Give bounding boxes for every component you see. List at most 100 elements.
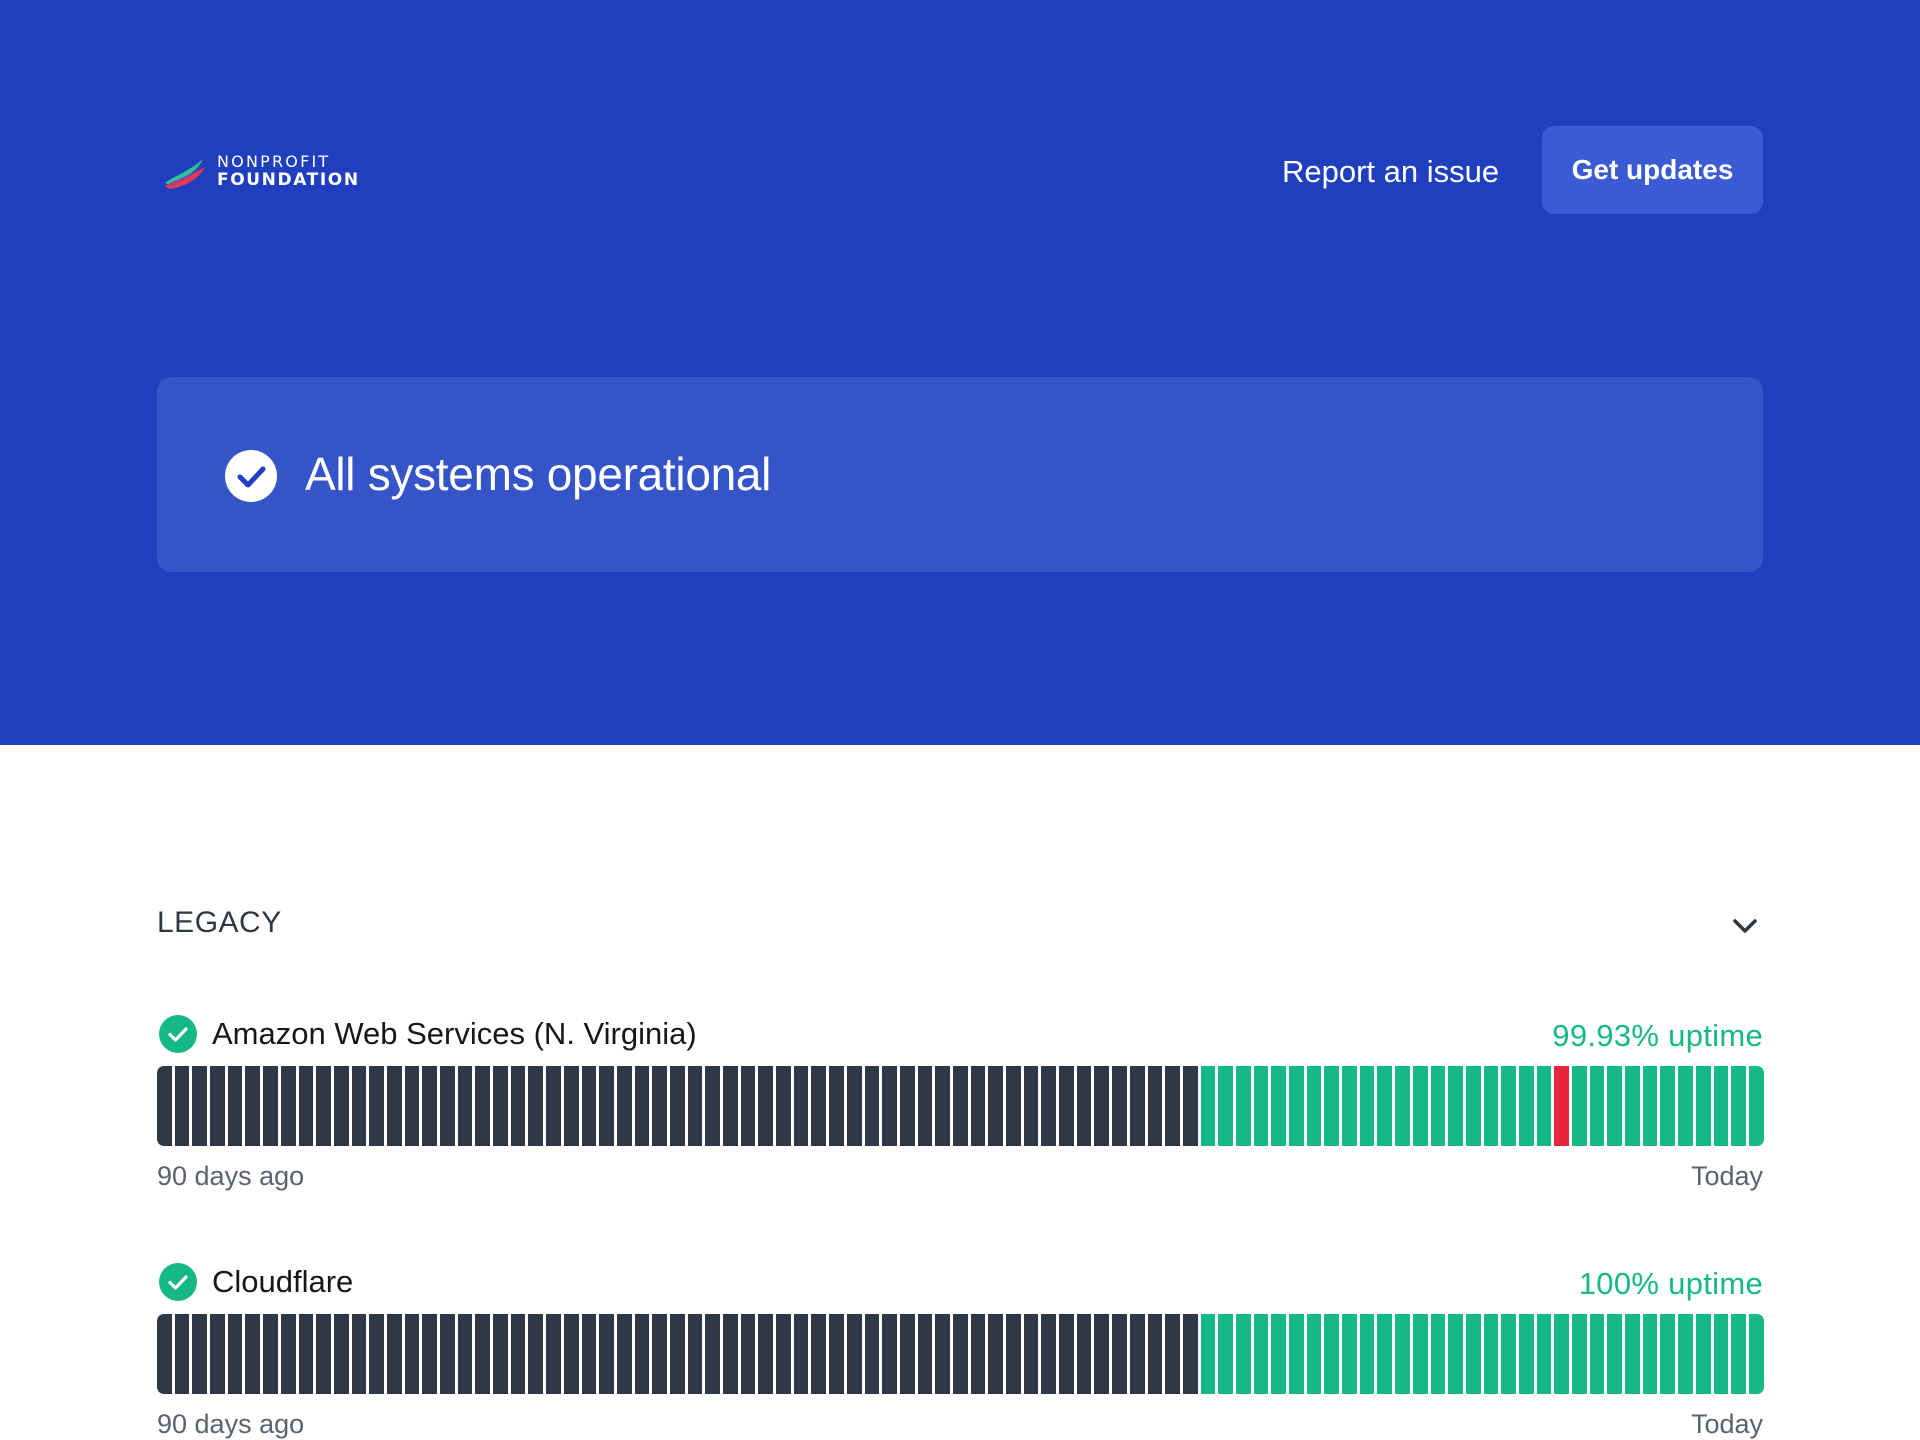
uptime-bar-operational[interactable] <box>1342 1314 1357 1394</box>
uptime-bar-no-data[interactable] <box>1023 1066 1039 1146</box>
uptime-bar-no-data[interactable] <box>917 1314 933 1394</box>
uptime-bar-operational[interactable] <box>1572 1314 1587 1394</box>
uptime-bar-no-data[interactable] <box>210 1066 225 1146</box>
uptime-bar-no-data[interactable] <box>333 1066 349 1146</box>
uptime-bar-operational[interactable] <box>1501 1066 1516 1146</box>
uptime-bar-no-data[interactable] <box>705 1314 720 1394</box>
uptime-bar-no-data[interactable] <box>1094 1314 1110 1394</box>
uptime-bar-no-data[interactable] <box>776 1066 791 1146</box>
uptime-bar-no-data[interactable] <box>440 1314 455 1394</box>
uptime-bar-no-data[interactable] <box>882 1066 897 1146</box>
uptime-bar-no-data[interactable] <box>1041 1066 1057 1146</box>
uptime-bar-no-data[interactable] <box>263 1066 278 1146</box>
uptime-bar-operational[interactable] <box>1306 1314 1322 1394</box>
uptime-bar-outage[interactable] <box>1554 1066 1569 1146</box>
uptime-bar-no-data[interactable] <box>1006 1314 1021 1394</box>
uptime-bar-operational[interactable] <box>1342 1066 1357 1146</box>
uptime-bar-no-data[interactable] <box>316 1066 331 1146</box>
uptime-bar-operational[interactable] <box>1377 1314 1393 1394</box>
uptime-bar-operational[interactable] <box>1218 1314 1233 1394</box>
uptime-bar-operational[interactable] <box>1748 1066 1764 1146</box>
uptime-bar-no-data[interactable] <box>227 1314 243 1394</box>
uptime-bar-no-data[interactable] <box>634 1066 650 1146</box>
uptime-bar-no-data[interactable] <box>386 1314 402 1394</box>
uptime-bar-operational[interactable] <box>1395 1314 1410 1394</box>
uptime-bar-operational[interactable] <box>1412 1314 1428 1394</box>
uptime-bar-no-data[interactable] <box>935 1066 950 1146</box>
uptime-bar-no-data[interactable] <box>192 1066 208 1146</box>
uptime-bar-no-data[interactable] <box>369 1066 384 1146</box>
uptime-bar-operational[interactable] <box>1554 1314 1569 1394</box>
uptime-bar-no-data[interactable] <box>952 1066 968 1146</box>
uptime-bar-no-data[interactable] <box>245 1314 261 1394</box>
uptime-bar-no-data[interactable] <box>369 1314 384 1394</box>
uptime-bar-operational[interactable] <box>1713 1066 1729 1146</box>
uptime-bar-operational[interactable] <box>1200 1314 1216 1394</box>
uptime-bar-operational[interactable] <box>1324 1314 1340 1394</box>
uptime-bar-no-data[interactable] <box>988 1314 1003 1394</box>
uptime-bar-no-data[interactable] <box>563 1314 579 1394</box>
uptime-bar-operational[interactable] <box>1518 1314 1534 1394</box>
uptime-bar-operational[interactable] <box>1253 1314 1269 1394</box>
get-updates-button[interactable]: Get updates <box>1542 126 1763 214</box>
uptime-bar-no-data[interactable] <box>510 1066 526 1146</box>
uptime-bar-no-data[interactable] <box>457 1314 473 1394</box>
uptime-bar-no-data[interactable] <box>793 1314 809 1394</box>
uptime-bar-operational[interactable] <box>1483 1314 1499 1394</box>
uptime-bar-no-data[interactable] <box>776 1314 791 1394</box>
uptime-bar-no-data[interactable] <box>1147 1314 1163 1394</box>
uptime-bar-operational[interactable] <box>1465 1066 1481 1146</box>
uptime-bar-no-data[interactable] <box>687 1314 703 1394</box>
uptime-bar-operational[interactable] <box>1359 1066 1375 1146</box>
uptime-bar-no-data[interactable] <box>422 1066 437 1146</box>
logo[interactable]: NONPROFIT FOUNDATION <box>163 153 360 189</box>
uptime-bar-no-data[interactable] <box>705 1066 720 1146</box>
uptime-bar-operational[interactable] <box>1695 1066 1711 1146</box>
uptime-bar-operational[interactable] <box>1518 1066 1534 1146</box>
uptime-bar-no-data[interactable] <box>1129 1066 1145 1146</box>
uptime-bar-operational[interactable] <box>1483 1066 1499 1146</box>
uptime-bar-no-data[interactable] <box>1165 1314 1180 1394</box>
uptime-bar-no-data[interactable] <box>634 1314 650 1394</box>
uptime-bar-no-data[interactable] <box>740 1314 756 1394</box>
uptime-bar-no-data[interactable] <box>263 1314 278 1394</box>
uptime-bar-no-data[interactable] <box>298 1314 314 1394</box>
uptime-bar-no-data[interactable] <box>1076 1314 1092 1394</box>
uptime-bar-no-data[interactable] <box>829 1066 844 1146</box>
uptime-bar-no-data[interactable] <box>404 1066 420 1146</box>
uptime-bar-no-data[interactable] <box>846 1066 862 1146</box>
uptime-bar-operational[interactable] <box>1271 1314 1286 1394</box>
uptime-bar-operational[interactable] <box>1235 1066 1251 1146</box>
uptime-bar-no-data[interactable] <box>386 1066 402 1146</box>
uptime-bar-no-data[interactable] <box>882 1314 897 1394</box>
uptime-bar-operational[interactable] <box>1695 1314 1711 1394</box>
uptime-bar-operational[interactable] <box>1572 1066 1587 1146</box>
uptime-bar-no-data[interactable] <box>1129 1314 1145 1394</box>
uptime-bar-no-data[interactable] <box>1182 1066 1198 1146</box>
uptime-bar-no-data[interactable] <box>616 1066 632 1146</box>
uptime-bar-no-data[interactable] <box>1023 1314 1039 1394</box>
uptime-bar-operational[interactable] <box>1589 1314 1605 1394</box>
uptime-bar-operational[interactable] <box>1642 1066 1658 1146</box>
uptime-bar-no-data[interactable] <box>970 1314 986 1394</box>
uptime-bar-no-data[interactable] <box>616 1314 632 1394</box>
uptime-bar-operational[interactable] <box>1200 1066 1216 1146</box>
uptime-bar-no-data[interactable] <box>422 1314 437 1394</box>
uptime-bar-no-data[interactable] <box>1182 1314 1198 1394</box>
uptime-bar-no-data[interactable] <box>1165 1066 1180 1146</box>
uptime-bar-no-data[interactable] <box>528 1314 544 1394</box>
uptime-bar-no-data[interactable] <box>811 1314 827 1394</box>
uptime-bar-operational[interactable] <box>1713 1314 1729 1394</box>
uptime-bar-no-data[interactable] <box>899 1314 915 1394</box>
uptime-bar-no-data[interactable] <box>917 1066 933 1146</box>
uptime-bar-operational[interactable] <box>1430 1066 1446 1146</box>
uptime-bar-operational[interactable] <box>1607 1066 1623 1146</box>
uptime-bar-no-data[interactable] <box>687 1066 703 1146</box>
uptime-bar-no-data[interactable] <box>174 1066 190 1146</box>
uptime-bar-no-data[interactable] <box>1041 1314 1057 1394</box>
uptime-bar-operational[interactable] <box>1589 1066 1605 1146</box>
uptime-bar-no-data[interactable] <box>493 1314 508 1394</box>
uptime-bar-no-data[interactable] <box>333 1314 349 1394</box>
uptime-bar-no-data[interactable] <box>546 1314 561 1394</box>
chevron-down-icon[interactable] <box>1727 908 1763 944</box>
